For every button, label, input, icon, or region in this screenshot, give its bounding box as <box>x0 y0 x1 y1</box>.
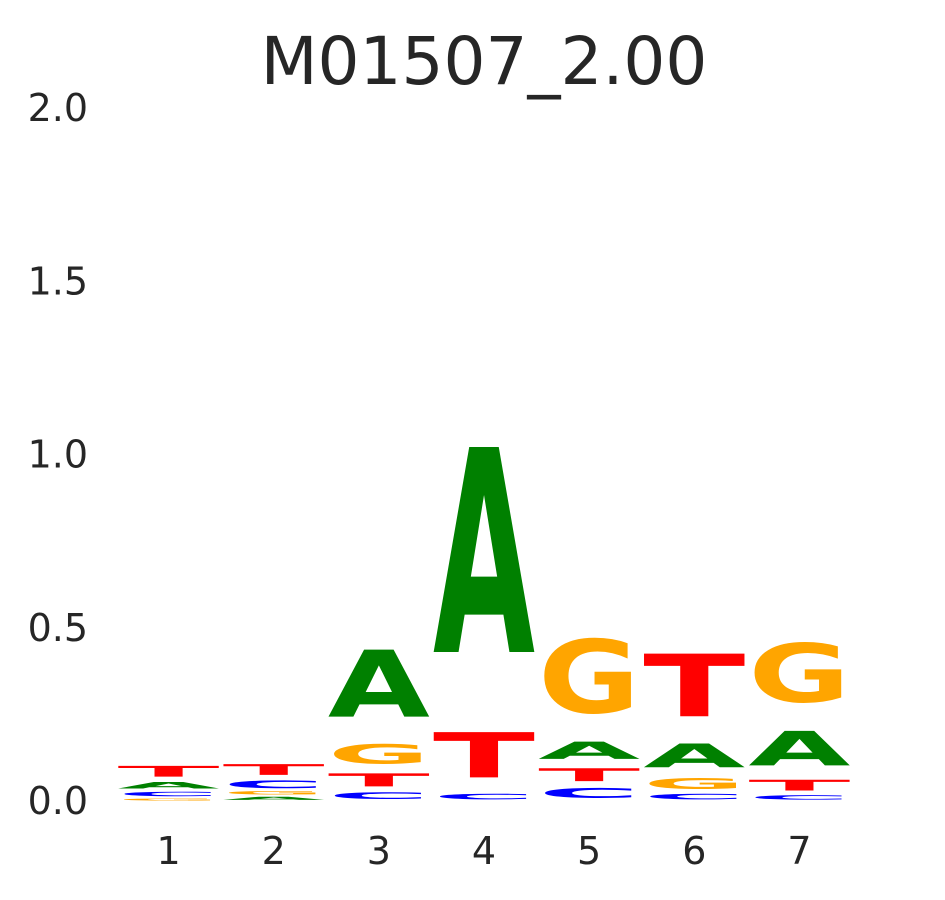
logo-letter-c: C <box>538 786 640 802</box>
logo-letter-a: A <box>748 722 850 777</box>
x-tick-label: 3 <box>367 829 391 873</box>
y-tick-label: 1.5 <box>28 259 88 303</box>
logo-letter-g: G <box>643 775 745 792</box>
logo-letter-a: A <box>118 780 220 790</box>
logo-letter-a: A <box>433 391 535 719</box>
x-tick-label: 2 <box>262 829 286 873</box>
logo-letter-t: T <box>433 720 535 792</box>
y-tick-label: 2.0 <box>28 86 88 130</box>
logo-letter-t: T <box>223 761 325 778</box>
logo-letter-c: C <box>328 791 430 801</box>
x-axis-tick-labels: 1 2 3 4 5 6 7 <box>156 829 811 873</box>
x-tick-label: 7 <box>787 829 811 873</box>
logo-letter-a: A <box>328 632 430 739</box>
logo-letter-c: C <box>223 779 325 791</box>
logo-letter-c: C <box>643 792 745 801</box>
logo-letter-t: T <box>328 770 431 791</box>
x-tick-label: 1 <box>156 829 180 873</box>
x-tick-label: 5 <box>577 829 601 873</box>
chart-title: M01507_2.00 <box>261 23 708 100</box>
logo-letter-g: G <box>328 739 430 770</box>
logo-letter-t: T <box>538 765 641 786</box>
logo-letter-c: C <box>118 791 220 798</box>
y-tick-label: 1.0 <box>28 433 88 477</box>
logo-letter-a: A <box>223 796 325 801</box>
y-axis-tick-labels: 0.0 0.5 1.0 1.5 2.0 <box>28 86 88 823</box>
logo-column-4: CTA <box>433 391 535 801</box>
logo-letter-t: T <box>643 637 745 737</box>
x-tick-label: 4 <box>472 829 496 873</box>
y-tick-label: 0.0 <box>28 779 88 823</box>
logo-letter-c: C <box>433 792 535 801</box>
logo-letter-g: G <box>748 628 850 721</box>
y-tick-label: 0.5 <box>28 606 88 650</box>
logo-letter-g: G <box>538 619 640 737</box>
logo-letter-c: C <box>748 794 850 801</box>
logo-letter-g: G <box>118 798 220 801</box>
logo-letter-t: T <box>748 777 850 794</box>
logo-letter-a: A <box>643 737 745 775</box>
logo-letter-a: A <box>538 737 640 765</box>
logo-letter-g: G <box>223 791 325 796</box>
logo-letter-t: T <box>118 763 220 780</box>
x-tick-label: 6 <box>682 829 706 873</box>
